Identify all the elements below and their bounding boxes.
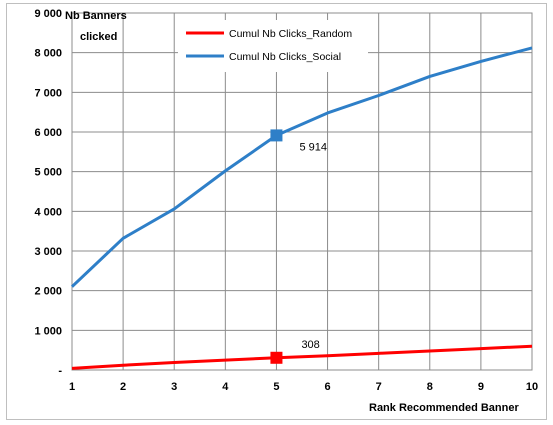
legend-label-social: Cumul Nb Clicks_Social: [229, 51, 341, 63]
grid: [71, 12, 533, 371]
y-tick-label: 1 000: [34, 325, 62, 337]
y-axis-ticks: - 1 000 2 000 3 000 4 000 5 000 6 000 7 000 8 00…: [34, 8, 62, 377]
x-tick-label: 2: [120, 381, 126, 393]
legend-background: [178, 20, 368, 72]
x-tick-label: 4: [222, 381, 229, 393]
legend: Cumul Nb Clicks_Random Cumul Nb Clicks_S…: [178, 20, 368, 72]
y-tick-label: 8 000: [34, 48, 62, 60]
y-tick-label: -: [58, 365, 62, 377]
x-axis-ticks: 1 2 3 4 5 6 7 8 9 10: [69, 381, 538, 393]
x-tick-label: 6: [324, 381, 330, 393]
x-tick-label: 8: [427, 381, 433, 393]
legend-label-random: Cumul Nb Clicks_Random: [229, 28, 352, 40]
y-tick-label: 7 000: [34, 87, 62, 99]
y-tick-label: 6 000: [34, 127, 62, 139]
y-axis-title-line2: clicked: [80, 31, 117, 43]
series-layer: 308 5 914: [70, 46, 533, 370]
y-tick-label: 3 000: [34, 246, 62, 258]
x-tick-label: 5: [273, 381, 279, 393]
y-tick-label: 2 000: [34, 286, 62, 298]
x-tick-label: 9: [478, 381, 484, 393]
x-axis-title: Rank Recommended Banner: [369, 402, 519, 414]
x-tick-label: 10: [526, 381, 538, 393]
x-tick-label: 7: [376, 381, 382, 393]
data-label-social: 5 914: [299, 141, 327, 153]
y-axis-title-line1: Nb Banners: [65, 10, 127, 22]
y-tick-label: 4 000: [34, 206, 62, 218]
x-tick-label: 3: [171, 381, 177, 393]
series-line-random: [71, 344, 533, 370]
marker-random: [270, 351, 283, 364]
x-tick-label: 1: [69, 381, 75, 393]
y-tick-label: 5 000: [34, 167, 62, 179]
data-label-random: 308: [301, 339, 319, 351]
series-line-social: [70, 46, 533, 288]
marker-social: [270, 129, 283, 142]
y-tick-label: 9 000: [34, 8, 62, 20]
